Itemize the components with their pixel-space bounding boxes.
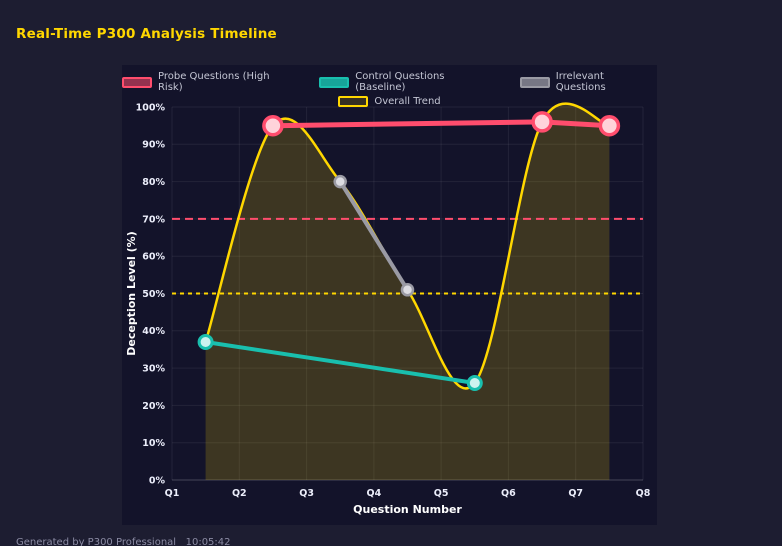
svg-text:Q3: Q3 — [299, 488, 314, 499]
svg-text:50%: 50% — [142, 289, 165, 300]
svg-text:Q7: Q7 — [568, 488, 583, 499]
legend-item-trend[interactable]: Overall Trend — [338, 96, 441, 107]
page-title: Real-Time P300 Analysis Timeline — [16, 26, 277, 42]
irrelevant-line — [338, 179, 410, 292]
legend-swatch-icon — [338, 96, 369, 107]
legend-item-control[interactable]: Control Questions (Baseline) — [319, 71, 498, 93]
svg-text:Q8: Q8 — [636, 488, 651, 499]
irrelevant-data-point[interactable] — [400, 283, 415, 297]
legend-swatch-icon — [519, 76, 550, 88]
control-data-point[interactable] — [197, 334, 214, 350]
probe-data-point[interactable] — [262, 114, 284, 137]
footer-note: Generated by P300 Professional 10:05:42 — [16, 537, 231, 546]
svg-text:Q4: Q4 — [367, 488, 382, 499]
svg-text:30%: 30% — [142, 364, 165, 375]
probe-data-point[interactable] — [598, 114, 621, 137]
probe-data-point[interactable] — [531, 111, 553, 133]
legend-swatch-icon — [319, 76, 350, 88]
legend-label: Probe Questions (High Risk) — [157, 71, 270, 93]
svg-text:90%: 90% — [142, 140, 165, 151]
svg-text:Q1: Q1 — [165, 488, 180, 499]
y-axis-tick-labels: 0% 10% 20% 30% 40% 50% 60% 70% 80% 90% 100% — [136, 102, 166, 486]
svg-text:Q6: Q6 — [501, 488, 516, 499]
legend-label: Irrelevant Questions — [555, 71, 606, 93]
legend-swatch-icon — [122, 76, 152, 88]
control-data-point[interactable] — [466, 375, 483, 391]
chart-panel: Probe Questions (High Risk) Control Quest… — [122, 65, 657, 525]
legend-item-probe[interactable]: Probe Questions (High Risk) — [122, 71, 297, 93]
probe-line — [270, 119, 612, 129]
chart-legend: Probe Questions (High Risk) Control Quest… — [122, 71, 657, 107]
irrelevant-data-point[interactable] — [333, 174, 347, 189]
legend-label: Control Questions (Baseline) — [355, 71, 445, 93]
legend-item-irrelevant[interactable]: Irrelevant Questions — [519, 71, 657, 93]
svg-text:60%: 60% — [142, 252, 165, 263]
y-axis-title: Deception Level (%) — [125, 231, 138, 355]
svg-text:20%: 20% — [142, 401, 165, 412]
svg-text:100%: 100% — [136, 102, 166, 113]
svg-text:70%: 70% — [142, 214, 165, 225]
svg-text:0%: 0% — [149, 475, 166, 486]
x-axis-title: Question Number — [353, 503, 462, 516]
legend-label: Overall Trend — [374, 96, 441, 107]
svg-text:80%: 80% — [142, 177, 165, 188]
svg-text:Q2: Q2 — [232, 488, 247, 499]
svg-text:10%: 10% — [142, 438, 165, 449]
svg-text:Q5: Q5 — [434, 488, 449, 499]
timeline-chart: 0%10%20%30%40%50%60%70%80%90%100%Q1 Q2 Q3 Q… — [125, 102, 651, 516]
svg-text:40%: 40% — [142, 326, 165, 337]
control-line — [203, 340, 477, 385]
x-axis-tick-labels: Q1 Q2 Q3 Q4 Q5 Q6 Q7 Q8 — [165, 488, 651, 499]
